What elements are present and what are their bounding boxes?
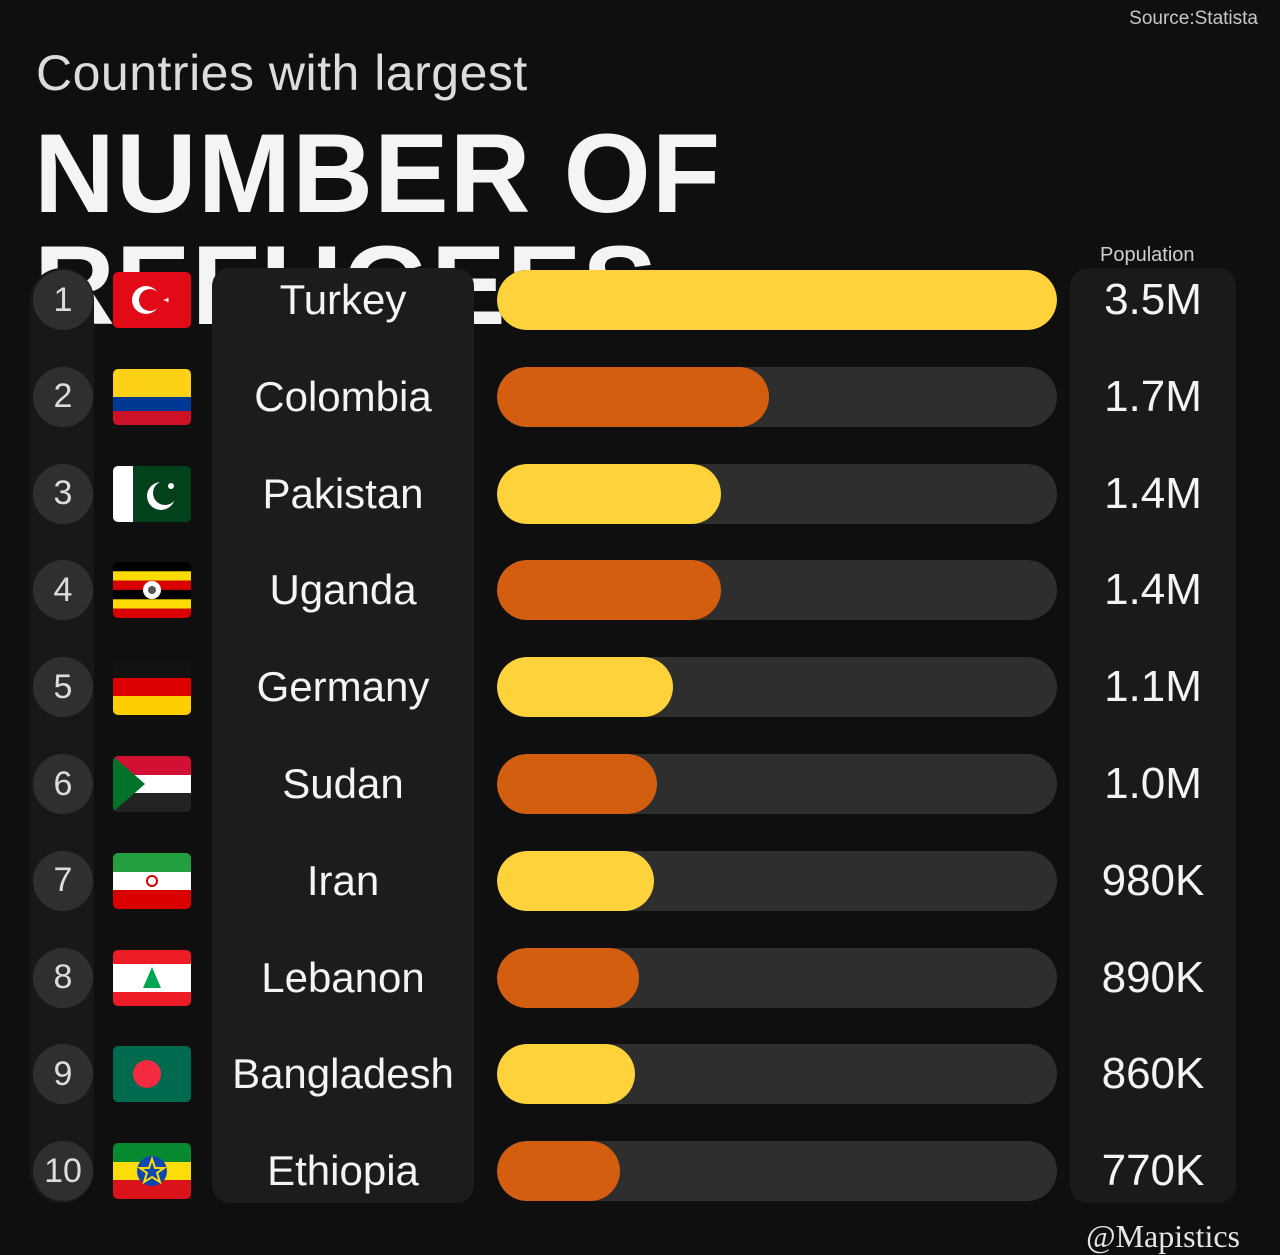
bar-track bbox=[497, 754, 1057, 814]
chart-row: 5 Germany 1.1M bbox=[0, 655, 1280, 719]
chart-row: 3 Pakistan 1.4M bbox=[0, 462, 1280, 526]
rank-badge: 3 bbox=[33, 463, 93, 524]
rank-badge: 2 bbox=[33, 366, 93, 427]
rank-badge: 4 bbox=[33, 560, 93, 621]
rank-badge: 6 bbox=[33, 754, 93, 814]
bar-track bbox=[497, 1141, 1057, 1202]
country-label: Uganda bbox=[269, 566, 417, 614]
bar-track bbox=[497, 463, 1057, 524]
value-label: 1.4M bbox=[1104, 565, 1202, 615]
bar bbox=[497, 366, 769, 427]
bar-track bbox=[497, 366, 1057, 427]
source-label: Source:Statista bbox=[1129, 8, 1258, 29]
bar-track bbox=[497, 850, 1057, 911]
rank-badge: 8 bbox=[33, 947, 93, 1008]
rank-badge: 9 bbox=[33, 1044, 93, 1105]
value-label: 1.1M bbox=[1104, 662, 1202, 712]
bar-track bbox=[497, 1044, 1057, 1105]
chart-row: 8 Lebanon 890K bbox=[0, 946, 1280, 1010]
bangladesh-flag bbox=[113, 1046, 191, 1103]
rank-badge: 1 bbox=[33, 270, 93, 330]
ethiopia-flag bbox=[113, 1143, 191, 1200]
bar bbox=[497, 560, 721, 621]
chart-row: 9 Bangladesh 860K bbox=[0, 1042, 1280, 1106]
country-label: Lebanon bbox=[261, 953, 425, 1001]
bar bbox=[497, 463, 721, 524]
chart-row: 7 Iran 980K bbox=[0, 849, 1280, 913]
value-label: 860K bbox=[1101, 1049, 1205, 1099]
bar-track bbox=[497, 947, 1057, 1008]
country-label: Colombia bbox=[254, 372, 432, 420]
value-label: 1.7M bbox=[1104, 371, 1202, 421]
country-label: Germany bbox=[256, 663, 430, 711]
country-label: Iran bbox=[306, 856, 380, 904]
country-column-panel bbox=[212, 268, 474, 1203]
rank-badge: 5 bbox=[33, 657, 93, 718]
chart-row: 10 Ethiopia 770K bbox=[0, 1139, 1280, 1203]
bar-track bbox=[497, 270, 1057, 330]
value-column-panel bbox=[1070, 268, 1236, 1203]
bar bbox=[497, 1141, 621, 1202]
chart-row: 6 Sudan 1.0M bbox=[0, 752, 1280, 816]
value-label: 770K bbox=[1101, 1146, 1205, 1196]
bar bbox=[497, 270, 1057, 330]
value-label: 1.4M bbox=[1104, 468, 1202, 518]
germany-flag bbox=[113, 659, 191, 716]
chart-row: 4 Uganda 1.4M bbox=[0, 558, 1280, 622]
value-label: 890K bbox=[1101, 952, 1205, 1002]
chart-row: 1 Turkey 3.5M bbox=[0, 268, 1280, 332]
bar-track bbox=[497, 657, 1057, 718]
country-label: Pakistan bbox=[262, 469, 424, 517]
bar bbox=[497, 850, 654, 911]
bar bbox=[497, 754, 657, 814]
iran-flag bbox=[113, 852, 191, 909]
bar bbox=[497, 657, 673, 718]
sudan-flag bbox=[113, 756, 191, 812]
rank-badge: 7 bbox=[33, 850, 93, 911]
country-label: Turkey bbox=[279, 276, 407, 323]
country-label: Sudan bbox=[282, 760, 404, 807]
bar bbox=[497, 1044, 635, 1105]
colombia-flag bbox=[113, 368, 191, 425]
pakistan-flag bbox=[113, 465, 191, 522]
credit-label: @Mapistics bbox=[1086, 1218, 1240, 1254]
population-column-label: Population bbox=[1100, 244, 1195, 266]
turkey-flag bbox=[113, 272, 191, 328]
chart-subtitle: Countries with largest bbox=[36, 45, 528, 101]
bar bbox=[497, 947, 640, 1008]
value-label: 1.0M bbox=[1104, 759, 1202, 808]
uganda-flag bbox=[113, 562, 191, 619]
lebanon-flag bbox=[113, 949, 191, 1006]
bar-track bbox=[497, 560, 1057, 621]
rank-badge: 10 bbox=[33, 1141, 93, 1202]
value-label: 980K bbox=[1101, 855, 1205, 905]
country-label: Ethiopia bbox=[267, 1147, 419, 1195]
chart-row: 2 Colombia 1.7M bbox=[0, 365, 1280, 429]
value-label: 3.5M bbox=[1104, 275, 1202, 324]
country-label: Bangladesh bbox=[232, 1050, 454, 1098]
